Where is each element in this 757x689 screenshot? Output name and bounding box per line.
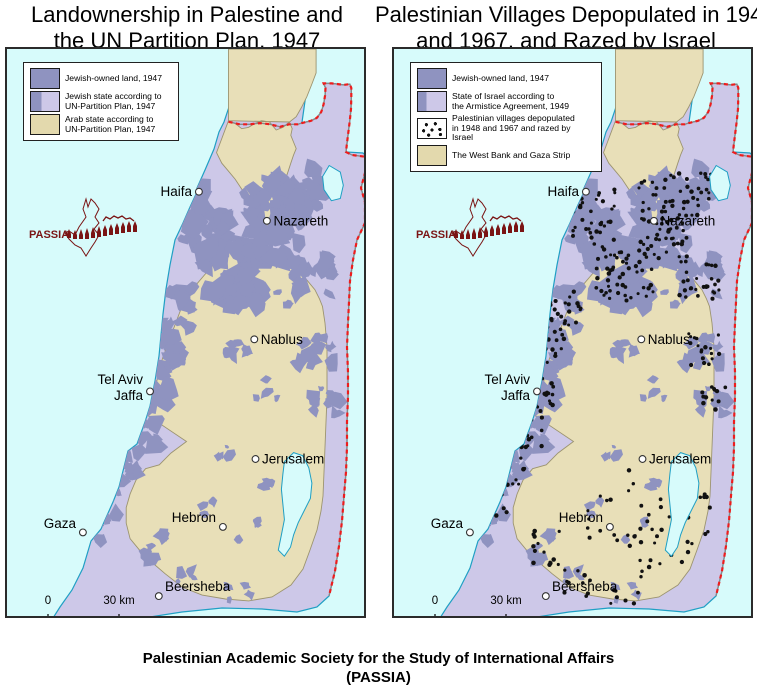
svg-text:0: 0 [432,595,438,607]
svg-text:Beersheba: Beersheba [165,579,231,594]
svg-text:Haifa: Haifa [547,184,579,199]
svg-text:Haifa: Haifa [160,184,192,199]
svg-text:Tel Aviv: Tel Aviv [97,372,143,387]
svg-text:Nazareth: Nazareth [661,213,716,228]
svg-text:Nablus: Nablus [648,332,690,347]
svg-text:Tel Aviv: Tel Aviv [484,372,530,387]
svg-text:PASSIA: PASSIA [29,229,69,241]
svg-text:Nablus: Nablus [261,332,303,347]
svg-text:Hebron: Hebron [559,510,603,525]
svg-text:0: 0 [45,595,51,607]
svg-text:Jerusalem: Jerusalem [262,452,324,467]
svg-text:Gaza: Gaza [431,516,464,531]
svg-text:Nazareth: Nazareth [274,213,329,228]
svg-text:Hebron: Hebron [172,510,216,525]
svg-text:PASSIA: PASSIA [416,229,456,241]
svg-text:Jerusalem: Jerusalem [649,452,711,467]
svg-text:Beersheba: Beersheba [552,579,618,594]
svg-text:Gaza: Gaza [44,516,77,531]
svg-text:Jaffa: Jaffa [114,388,144,403]
svg-text:30 km: 30 km [103,595,134,607]
svg-text:Jaffa: Jaffa [501,388,531,403]
svg-text:30 km: 30 km [490,595,521,607]
